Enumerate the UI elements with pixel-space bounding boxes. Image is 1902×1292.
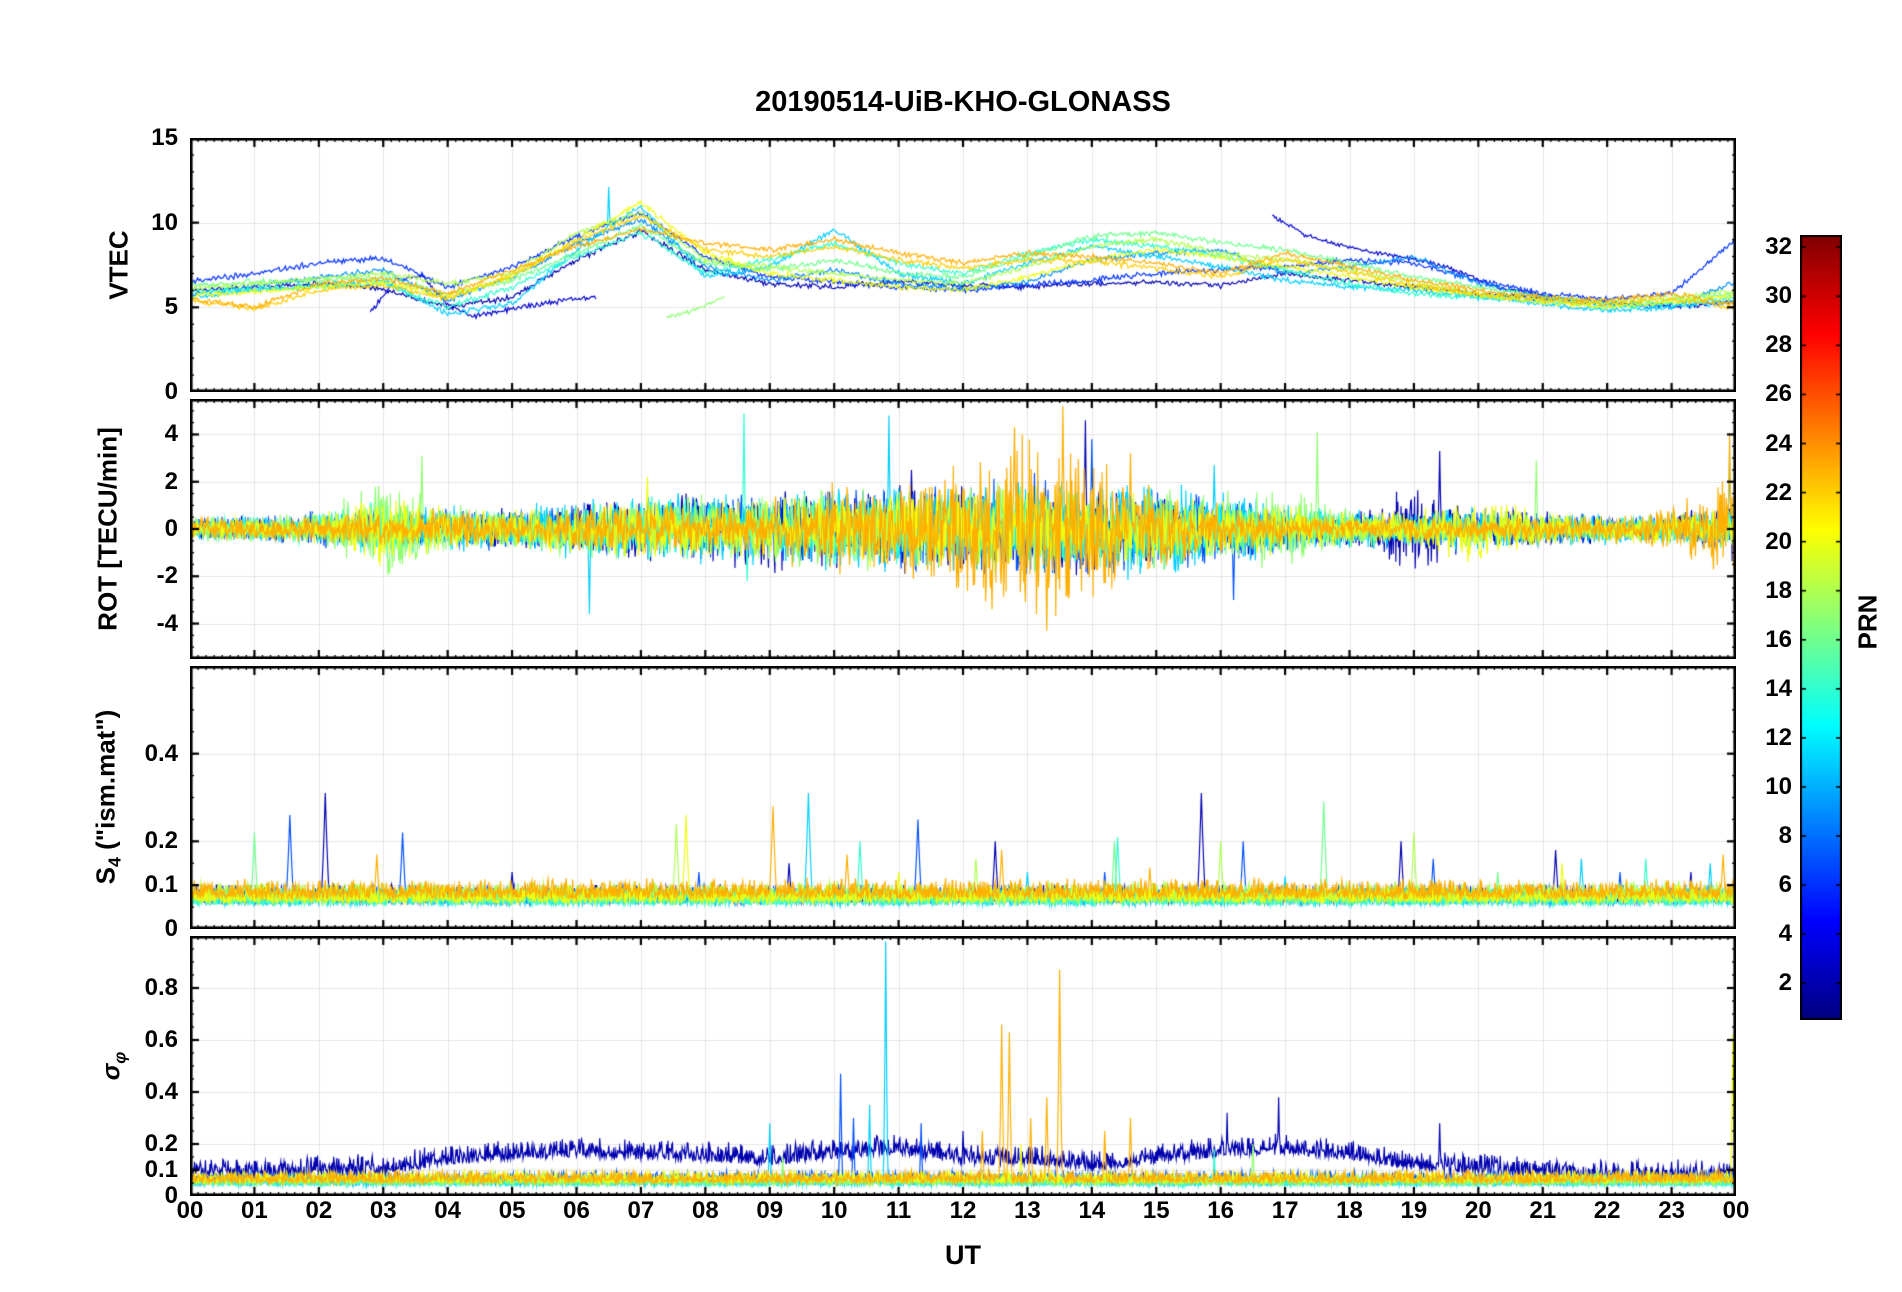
x-tick-label: 00 [1722, 1197, 1750, 1224]
x-tick-label: 22 [1593, 1197, 1621, 1224]
colorbar-tick-label: 26 [1765, 380, 1792, 408]
chart-title: 20190514-UiB-KHO-GLONASS [755, 86, 1171, 118]
s4-label-main: S [90, 866, 121, 885]
y-tick-label: 0.2 [144, 827, 178, 855]
s4-label-sub: 4 [104, 857, 125, 867]
y-tick-label: 0 [164, 515, 178, 542]
x-tick-label: 18 [1336, 1197, 1363, 1224]
x-tick-label: 07 [627, 1197, 655, 1224]
colorbar-tick-label: 6 [1778, 871, 1792, 899]
vtec-axis-label: VTEC [103, 230, 134, 300]
sigma-label-main: σ [97, 1063, 126, 1081]
x-tick-label: 23 [1658, 1197, 1685, 1224]
sigma-phi-panel-canvas [190, 936, 1736, 1196]
colorbar-tick-label: 2 [1778, 969, 1792, 997]
x-tick-label: 04 [434, 1197, 462, 1224]
y-tick-label: 0.6 [144, 1026, 178, 1053]
colorbar-tick-label: 28 [1765, 331, 1792, 359]
colorbar-tick-label: 20 [1765, 527, 1792, 555]
x-tick-label: 03 [369, 1197, 397, 1224]
y-tick-label: 5 [164, 293, 178, 321]
y-tick-label: 10 [151, 208, 178, 236]
y-tick-label: 0.2 [144, 1130, 178, 1157]
y-tick-label: 0 [164, 915, 178, 942]
sigma-label-sub: φ [110, 1051, 130, 1064]
colorbar-tick-label: 14 [1765, 674, 1792, 702]
y-tick-label: 0 [164, 378, 178, 405]
x-tick-label: 00 [176, 1197, 204, 1224]
y-tick-label: 2 [164, 467, 178, 495]
y-tick-label: 0 [164, 1182, 178, 1209]
colorbar-tick-label: 16 [1765, 625, 1792, 653]
colorbar-tick-label: 8 [1778, 822, 1792, 850]
s4-axis-label: S4 ("ism.mat") [90, 710, 125, 885]
colorbar-tick-label: 32 [1765, 233, 1792, 261]
colorbar-tick-label: 4 [1778, 920, 1792, 948]
x-tick-label: 09 [756, 1197, 784, 1224]
x-tick-label: 20 [1464, 1197, 1492, 1224]
y-tick-label: 4 [164, 420, 178, 448]
x-tick-label: 12 [949, 1197, 977, 1224]
prn-colorbar [1800, 235, 1842, 1020]
x-tick-label: 17 [1271, 1197, 1299, 1224]
s4-label-rest: ("ism.mat") [90, 709, 121, 858]
x-tick-label: 15 [1142, 1197, 1170, 1224]
x-axis-label: UT [945, 1240, 981, 1270]
colorbar-label: PRN [1852, 594, 1883, 650]
colorbar-tick-label: 10 [1765, 772, 1792, 800]
x-tick-label: 21 [1529, 1197, 1557, 1224]
y-tick-label: 0.1 [144, 1156, 178, 1183]
y-tick-label: -4 [156, 609, 178, 637]
x-tick-label: 19 [1400, 1197, 1428, 1224]
y-tick-label: 0.8 [144, 974, 178, 1001]
x-tick-label: 08 [691, 1197, 719, 1224]
y-tick-label: -2 [156, 562, 178, 590]
x-tick-label: 13 [1014, 1197, 1041, 1224]
x-tick-label: 10 [820, 1197, 848, 1224]
y-tick-label: 0.4 [144, 739, 178, 767]
rot-panel-canvas [190, 399, 1736, 659]
colorbar-tick-label: 12 [1765, 723, 1792, 751]
x-tick-label: 01 [241, 1197, 268, 1224]
rot-axis-label: ROT [TECU/min] [92, 427, 123, 631]
colorbar-tick-label: 24 [1765, 429, 1792, 457]
x-tick-label: 06 [563, 1197, 590, 1224]
colorbar-tick-label: 22 [1765, 478, 1792, 506]
y-tick-label: 0.1 [144, 871, 178, 899]
sigma-phi-axis-label: σφ [98, 1052, 131, 1081]
x-tick-label: 02 [305, 1197, 333, 1224]
x-tick-label: 14 [1078, 1197, 1106, 1224]
y-tick-label: 15 [151, 124, 178, 151]
colorbar-tick-label: 30 [1765, 282, 1792, 310]
colorbar-tick-label: 18 [1765, 576, 1792, 604]
x-tick-label: 16 [1207, 1197, 1235, 1224]
vtec-panel-canvas [190, 138, 1736, 392]
y-tick-label: 0.4 [144, 1078, 178, 1105]
x-tick-label: 05 [498, 1197, 526, 1224]
s4-panel-canvas [190, 666, 1736, 929]
x-tick-label: 11 [885, 1197, 912, 1224]
